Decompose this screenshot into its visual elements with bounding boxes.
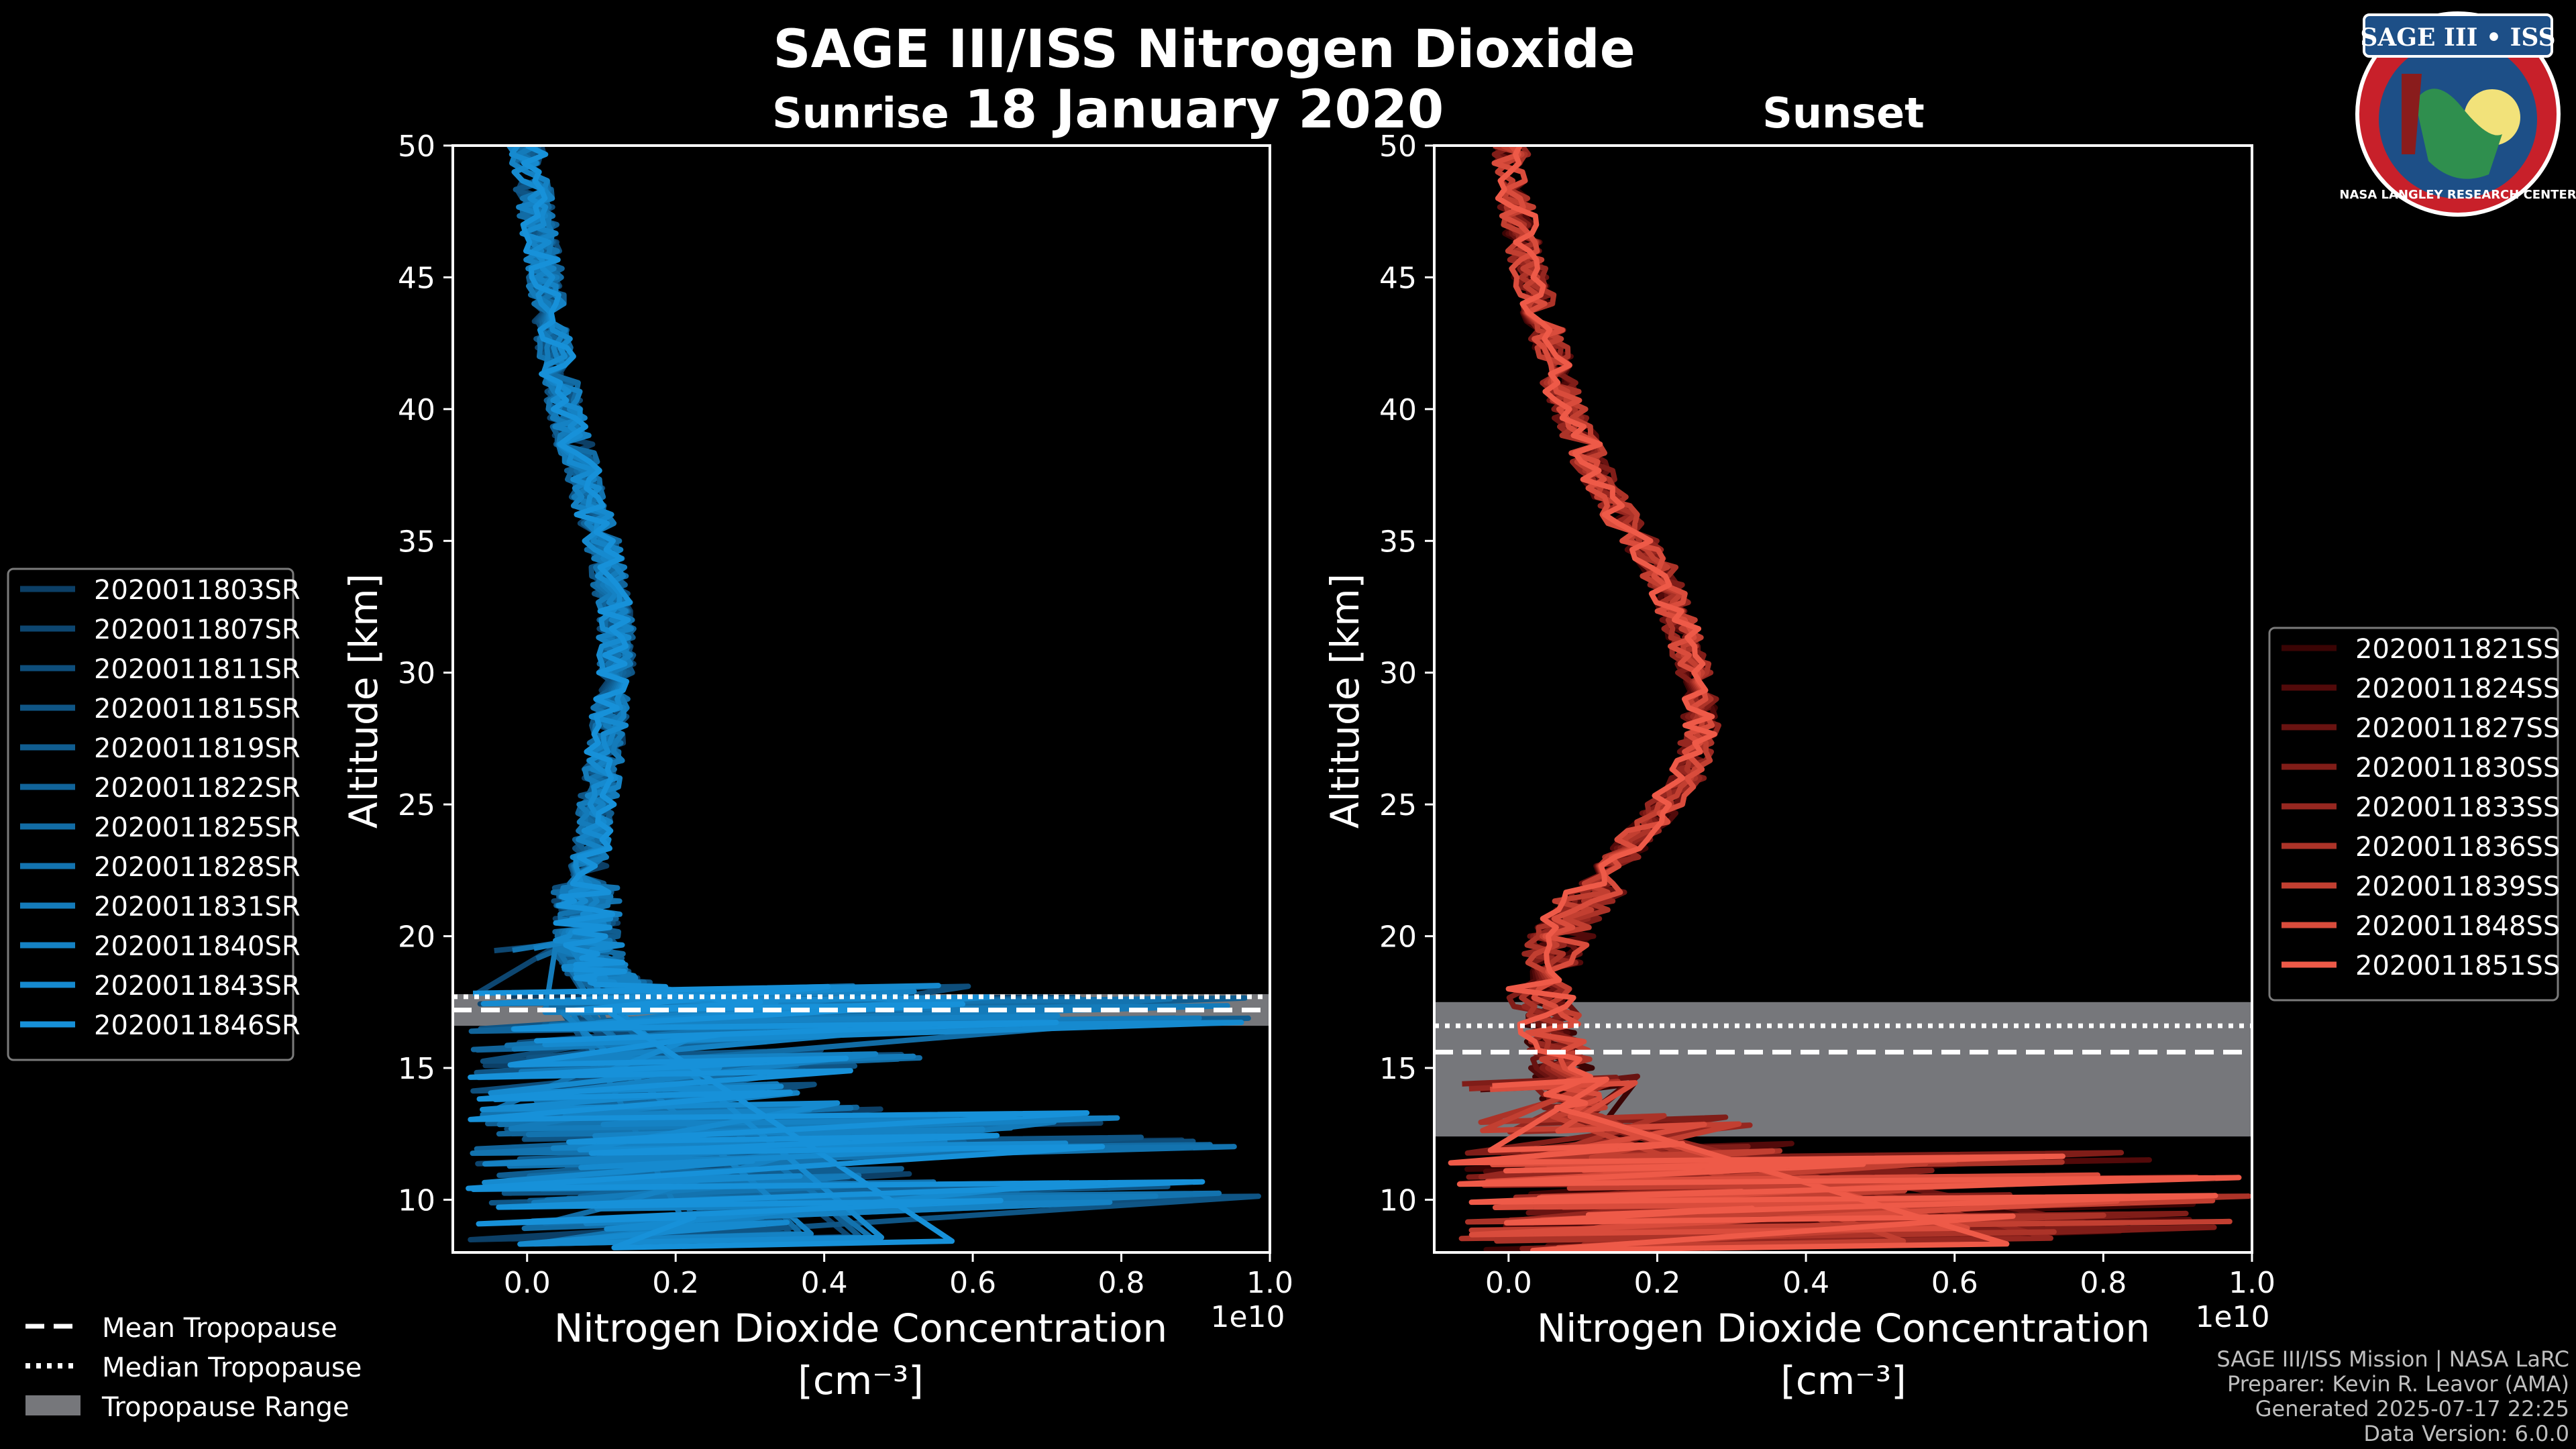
sunset-legend-label: 2020011839SS xyxy=(2355,871,2560,902)
sunrise-legend-label: 2020011822SR xyxy=(94,773,301,804)
sunrise-plot-area: 0.0 0.2 0.4 0.6 0.8 1.0 10 15 20 25 30 35 40 45 50 xyxy=(398,129,1293,1300)
sunset-y-tick-label: 20 xyxy=(1379,920,1417,955)
sunrise-y-tick-label: 30 xyxy=(398,657,435,691)
logo-banner xyxy=(2363,13,2553,58)
sunset-y-tick-label: 35 xyxy=(1379,525,1417,559)
sunset-y-tick-label: 50 xyxy=(1379,129,1417,164)
sunset-y-axis-label: Altitude [km] xyxy=(1322,574,1368,828)
sunrise-x-tick-label: 1.0 xyxy=(1246,1266,1293,1300)
sunrise-y-tick-label: 10 xyxy=(398,1183,435,1218)
sunset-offset-label: 1e10 xyxy=(2195,1300,2269,1334)
sunset-legend-label: 2020011821SS xyxy=(2355,634,2560,665)
sunset-x-tick-label: 0.2 xyxy=(1633,1266,1680,1300)
footer-mission: SAGE III/ISS Mission | NASA LaRC xyxy=(2216,1346,2569,1372)
logo-text: SAGE III • ISS xyxy=(2360,23,2555,52)
footer-preparer: Preparer: Kevin R. Leavor (AMA) xyxy=(2227,1371,2569,1397)
sunrise-x-tick-label: 0.2 xyxy=(652,1266,699,1300)
sunrise-y-tick-label: 35 xyxy=(398,525,435,559)
logo-figure-icon xyxy=(2402,74,2422,154)
footer-version: Data Version: 6.0.0 xyxy=(2363,1421,2569,1446)
sunrise-legend-label: 2020011819SR xyxy=(94,733,301,764)
sunrise-y-tick-label: 15 xyxy=(398,1052,435,1086)
sunset-x-axis-label: Nitrogen Dioxide Concentration xyxy=(1537,1305,2150,1351)
sunset-x-tick-label: 1.0 xyxy=(2229,1266,2275,1300)
sunrise-x-tick-label: 0.4 xyxy=(801,1266,848,1300)
sunset-x-tick-label: 0.4 xyxy=(1782,1266,1829,1300)
sunrise-legend-label: 2020011831SR xyxy=(94,892,301,922)
sunrise-panel-title: Sunrise xyxy=(772,89,949,138)
sunset-y-tick-label: 10 xyxy=(1379,1183,1417,1218)
sunset-axes-frame xyxy=(1433,144,2253,1254)
sunset-legend-label: 2020011848SS xyxy=(2355,911,2560,942)
sunrise-series-line xyxy=(466,146,1205,1250)
median-tropopause-label: Median Tropopause xyxy=(102,1352,362,1383)
sunset-x-tick-label: 0.8 xyxy=(2080,1266,2127,1300)
sunset-y-tick-label: 30 xyxy=(1379,657,1417,691)
sunset-legend-label: 2020011827SS xyxy=(2355,713,2560,744)
tropopause-range-swatch xyxy=(25,1395,80,1415)
footer-generated: Generated 2025-07-17 22:25 xyxy=(2255,1396,2569,1421)
logo-earth-icon xyxy=(2415,89,2502,179)
sunset-legend: 2020011821SS 2020011824SS 2020011827SS 2020… xyxy=(2268,627,2560,1002)
sunset-plot-area: 0.0 0.2 0.4 0.6 0.8 1.0 10 15 20 25 30 35 40 45 50 xyxy=(1379,129,2275,1300)
sunrise-y-tick-label: 45 xyxy=(398,261,435,295)
sunset-y-tick-label: 45 xyxy=(1379,261,1417,295)
figure-date: 18 January 2020 xyxy=(965,80,1444,140)
sunset-y-tick-label: 25 xyxy=(1379,788,1417,822)
logo-ring-text: NASA LANGLEY RESEARCH CENTER xyxy=(2339,188,2576,202)
sunrise-offset-label: 1e10 xyxy=(1210,1300,1285,1334)
sunset-x-tick-label: 0.0 xyxy=(1485,1266,1532,1300)
sunrise-y-tick-label: 50 xyxy=(398,129,435,164)
sunset-legend-label: 2020011833SS xyxy=(2355,792,2560,823)
tropopause-range-label: Tropopause Range xyxy=(101,1392,350,1423)
sunset-panel-title: Sunset xyxy=(1762,89,1925,138)
sunrise-legend-label: 2020011846SR xyxy=(94,1010,301,1041)
sunrise-legend-label: 2020011825SR xyxy=(94,812,301,843)
sunrise-legend-label: 2020011840SR xyxy=(94,931,301,962)
sunset-panel: Sunset 0.0 0.2 0.4 0.6 0.8 1.0 10 15 20 25 30 35 40 4… xyxy=(1322,89,2275,1403)
sunrise-x-tick-label: 0.6 xyxy=(949,1266,996,1300)
sunset-legend-box xyxy=(2268,627,2559,1002)
mean-tropopause-label: Mean Tropopause xyxy=(102,1313,337,1344)
sunset-legend-label: 2020011824SS xyxy=(2355,674,2560,704)
sunset-x-tick-label: 0.6 xyxy=(1931,1266,1978,1300)
sunrise-legend: 2020011803SR 2020011807SR 2020011811SR 2020… xyxy=(7,568,301,1061)
footer-credits: SAGE III/ISS Mission | NASA LaRC Prepare… xyxy=(2216,1346,2569,1446)
sunrise-x-axis-label: Nitrogen Dioxide Concentration xyxy=(554,1305,1167,1351)
sunset-legend-label: 2020011851SS xyxy=(2355,951,2560,981)
sunrise-y-axis-label: Altitude [km] xyxy=(341,574,386,828)
sunrise-x-tick-label: 0.8 xyxy=(1098,1266,1145,1300)
sunrise-x-tick-label: 0.0 xyxy=(504,1266,551,1300)
sunset-series-line xyxy=(1468,146,2120,1238)
sunrise-legend-label: 2020011811SR xyxy=(94,654,301,685)
sunrise-legend-label: 2020011843SR xyxy=(94,971,301,1002)
sunset-x-axis-unit: [cm⁻³] xyxy=(1780,1358,1907,1403)
figure-title: SAGE III/ISS Nitrogen Dioxide xyxy=(773,19,1635,80)
sage-iii-iss-logo: SAGE III • ISS NASA LANGLEY RESEARCH CEN… xyxy=(2339,11,2576,217)
sunrise-legend-label: 2020011803SR xyxy=(94,575,301,606)
sunset-legend-label: 2020011830SS xyxy=(2355,753,2560,784)
sunset-y-tick-label: 15 xyxy=(1379,1052,1417,1086)
sunset-y-tick-label: 40 xyxy=(1379,393,1417,427)
tropopause-legend: Mean Tropopause Median Tropopause Tropop… xyxy=(25,1313,362,1423)
sunrise-axes-frame xyxy=(451,144,1271,1254)
sunrise-legend-label: 2020011807SR xyxy=(94,614,301,645)
sunrise-legend-label: 2020011828SR xyxy=(94,852,301,883)
sunrise-y-tick-label: 25 xyxy=(398,788,435,822)
sunrise-legend-label: 2020011815SR xyxy=(94,694,301,724)
sunrise-x-axis-unit: [cm⁻³] xyxy=(798,1358,924,1403)
sunrise-legend-box xyxy=(7,568,294,1061)
sunset-series-line xyxy=(1448,146,2242,1252)
sunrise-y-tick-label: 40 xyxy=(398,393,435,427)
sunrise-y-tick-label: 20 xyxy=(398,920,435,955)
sunset-legend-label: 2020011836SS xyxy=(2355,832,2560,863)
sunrise-panel: Sunrise 0.0 0.2 0.4 0.6 0.8 1.0 10 15 20 25 30 35 40… xyxy=(341,89,1293,1403)
